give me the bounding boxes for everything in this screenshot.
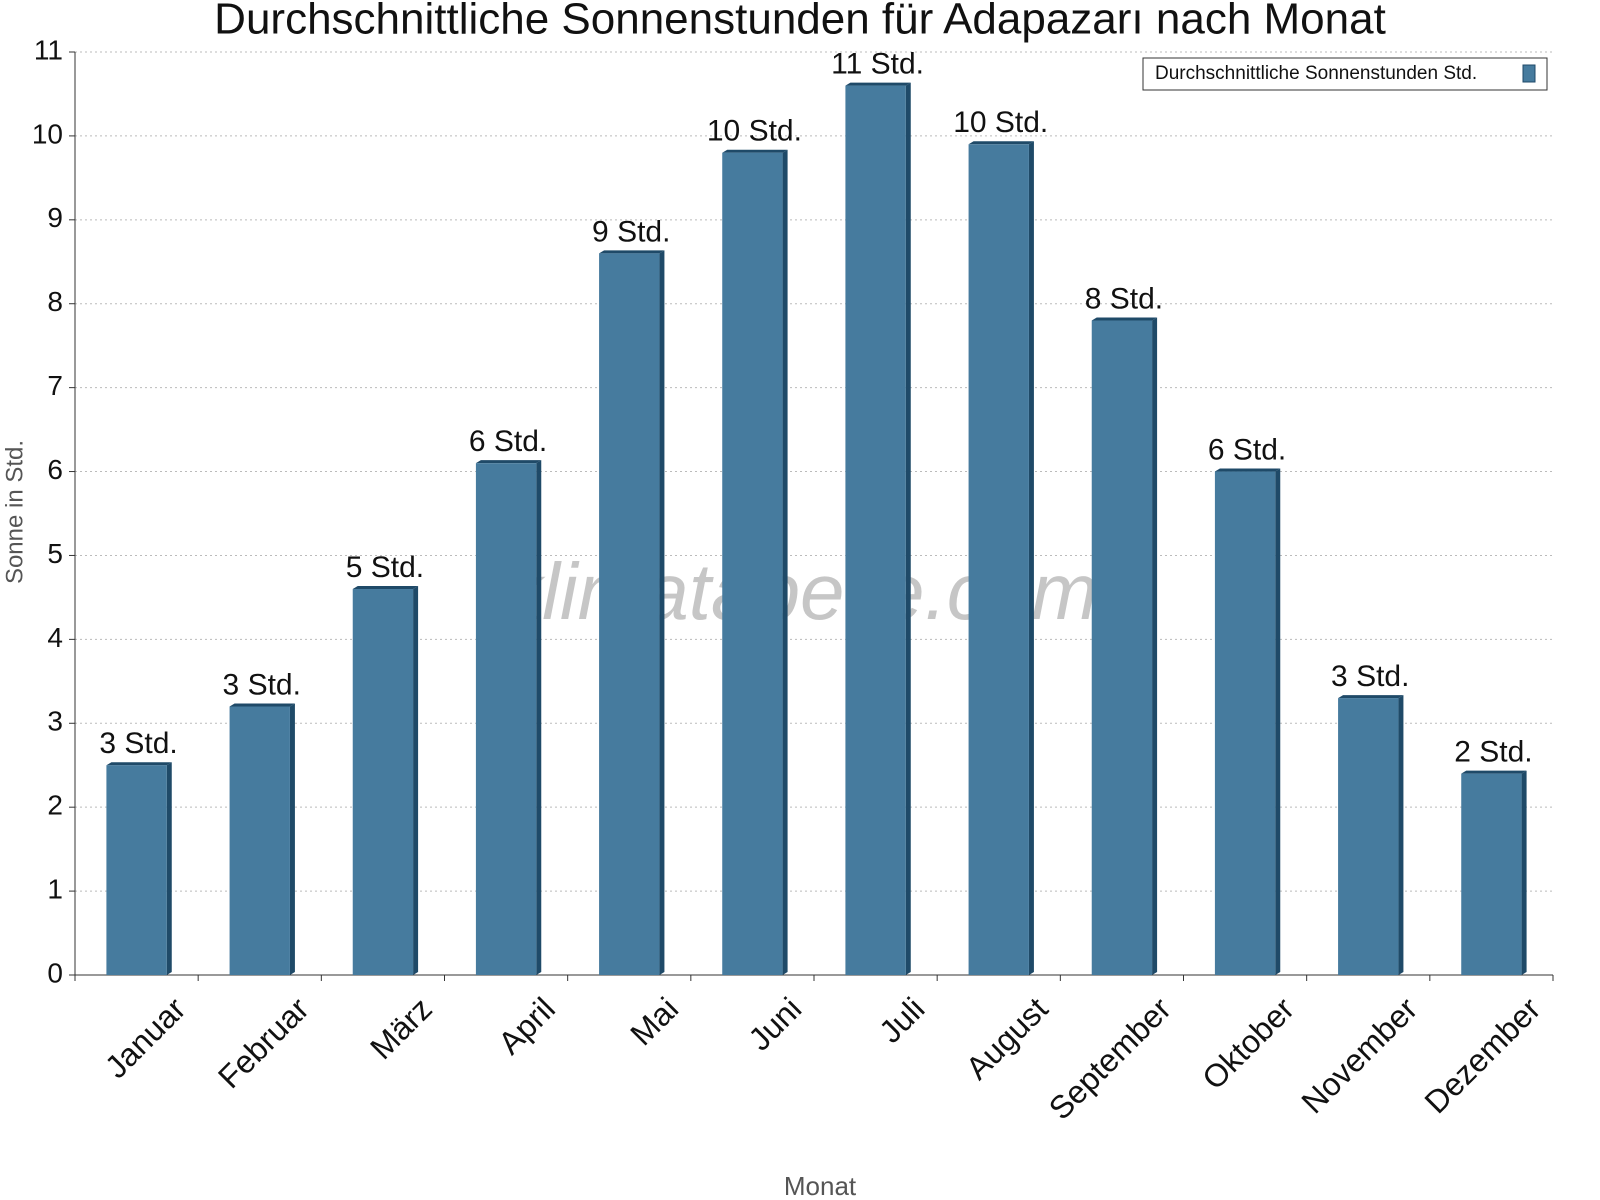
bar-top bbox=[845, 82, 911, 86]
x-tick-label: September bbox=[1042, 990, 1178, 1126]
bar-top bbox=[475, 460, 542, 464]
value-label: 8 Std. bbox=[1085, 282, 1163, 315]
value-label: 10 Std. bbox=[707, 115, 802, 148]
y-tick-label: 1 bbox=[47, 873, 63, 904]
bar-group bbox=[229, 703, 295, 975]
bar-side bbox=[1028, 141, 1034, 976]
value-label: 5 Std. bbox=[346, 551, 424, 584]
bar-group bbox=[1214, 468, 1281, 975]
bar-group bbox=[1091, 317, 1158, 975]
bar bbox=[352, 589, 414, 975]
legend-swatch bbox=[1522, 64, 1536, 83]
y-tick-label: 7 bbox=[47, 370, 63, 401]
chart-title: Durchschnittliche Sonnenstunden für Adap… bbox=[214, 0, 1386, 44]
bar bbox=[1214, 471, 1276, 975]
value-label: 9 Std. bbox=[592, 215, 670, 248]
y-tick-label: 10 bbox=[32, 118, 63, 149]
bar-group bbox=[106, 762, 172, 975]
x-axis-label: Monat bbox=[784, 1171, 857, 1200]
bar-top bbox=[1461, 770, 1527, 774]
y-tick-label: 9 bbox=[47, 202, 63, 233]
x-tick-label: Juli bbox=[872, 990, 931, 1049]
value-label: 6 Std. bbox=[469, 425, 547, 458]
y-tick-label: 11 bbox=[34, 34, 63, 65]
value-label: 3 Std. bbox=[223, 668, 301, 701]
y-tick-label: 5 bbox=[47, 538, 63, 569]
value-label: 6 Std. bbox=[1208, 433, 1286, 466]
bar-top bbox=[599, 250, 665, 254]
bar bbox=[1091, 320, 1153, 975]
bar-top bbox=[229, 703, 295, 707]
x-tick-label: März bbox=[363, 990, 439, 1066]
y-tick-label: 4 bbox=[47, 622, 63, 653]
bar-group bbox=[352, 586, 419, 975]
bar-top bbox=[722, 149, 788, 153]
bar-group bbox=[1338, 695, 1404, 975]
bar-side bbox=[782, 149, 788, 975]
y-axis-label: Sonne in Std. bbox=[1, 440, 28, 584]
bar-side bbox=[1152, 317, 1158, 975]
value-label: 10 Std. bbox=[953, 106, 1048, 139]
bar-group bbox=[968, 141, 1034, 976]
x-tick-label: Mai bbox=[623, 990, 685, 1052]
y-tick-label: 6 bbox=[47, 454, 63, 485]
x-tick-label: Oktober bbox=[1195, 990, 1301, 1096]
value-label: 3 Std. bbox=[99, 727, 177, 760]
y-tick-label: 3 bbox=[47, 706, 63, 737]
bar-top bbox=[968, 141, 1034, 145]
bar-side bbox=[289, 703, 295, 975]
bar-top bbox=[1091, 317, 1158, 321]
bar-side bbox=[905, 82, 911, 975]
x-tick-label: November bbox=[1294, 990, 1424, 1120]
legend-box bbox=[1142, 57, 1548, 91]
value-label: 11 Std. bbox=[831, 47, 924, 80]
bar-side bbox=[1275, 468, 1281, 975]
x-tick-label: April bbox=[491, 990, 562, 1061]
y-tick-label: 8 bbox=[47, 286, 63, 317]
bar bbox=[968, 144, 1029, 976]
value-label: 3 Std. bbox=[1331, 660, 1409, 693]
bar bbox=[722, 152, 783, 975]
bar-side bbox=[1521, 770, 1527, 975]
bar-side bbox=[1398, 695, 1404, 975]
bar-group bbox=[475, 460, 542, 975]
bar-top bbox=[106, 762, 172, 766]
bar bbox=[599, 253, 660, 975]
value-label: 2 Std. bbox=[1454, 736, 1532, 769]
bar-side bbox=[659, 250, 665, 975]
bar bbox=[845, 85, 906, 975]
x-tick-label: Juni bbox=[741, 990, 808, 1057]
bar-side bbox=[536, 460, 542, 975]
legend-label: Durchschnittliche Sonnenstunden Std. bbox=[1155, 63, 1477, 84]
bar bbox=[1338, 698, 1399, 975]
bar-top bbox=[352, 586, 419, 590]
bar-group bbox=[845, 82, 911, 975]
bar bbox=[229, 706, 290, 975]
x-tick-label: Februar bbox=[211, 990, 316, 1095]
bar-side bbox=[166, 762, 172, 975]
y-tick-label: 2 bbox=[47, 790, 63, 821]
bar-group bbox=[1461, 770, 1527, 975]
bar-top bbox=[1214, 468, 1281, 472]
legend: Durchschnittliche Sonnenstunden Std. bbox=[1142, 57, 1548, 91]
bar bbox=[475, 463, 537, 975]
bar-top bbox=[1338, 695, 1404, 699]
y-tick-label: 0 bbox=[47, 957, 63, 988]
x-tick-label: Januar bbox=[98, 990, 193, 1085]
x-tick-label: Dezember bbox=[1418, 990, 1548, 1120]
bar bbox=[106, 765, 167, 975]
bar bbox=[1461, 773, 1522, 975]
bar-group bbox=[599, 250, 665, 975]
bar-group bbox=[722, 149, 788, 975]
bar-side bbox=[413, 586, 419, 975]
x-tick-label: August bbox=[959, 990, 1055, 1086]
